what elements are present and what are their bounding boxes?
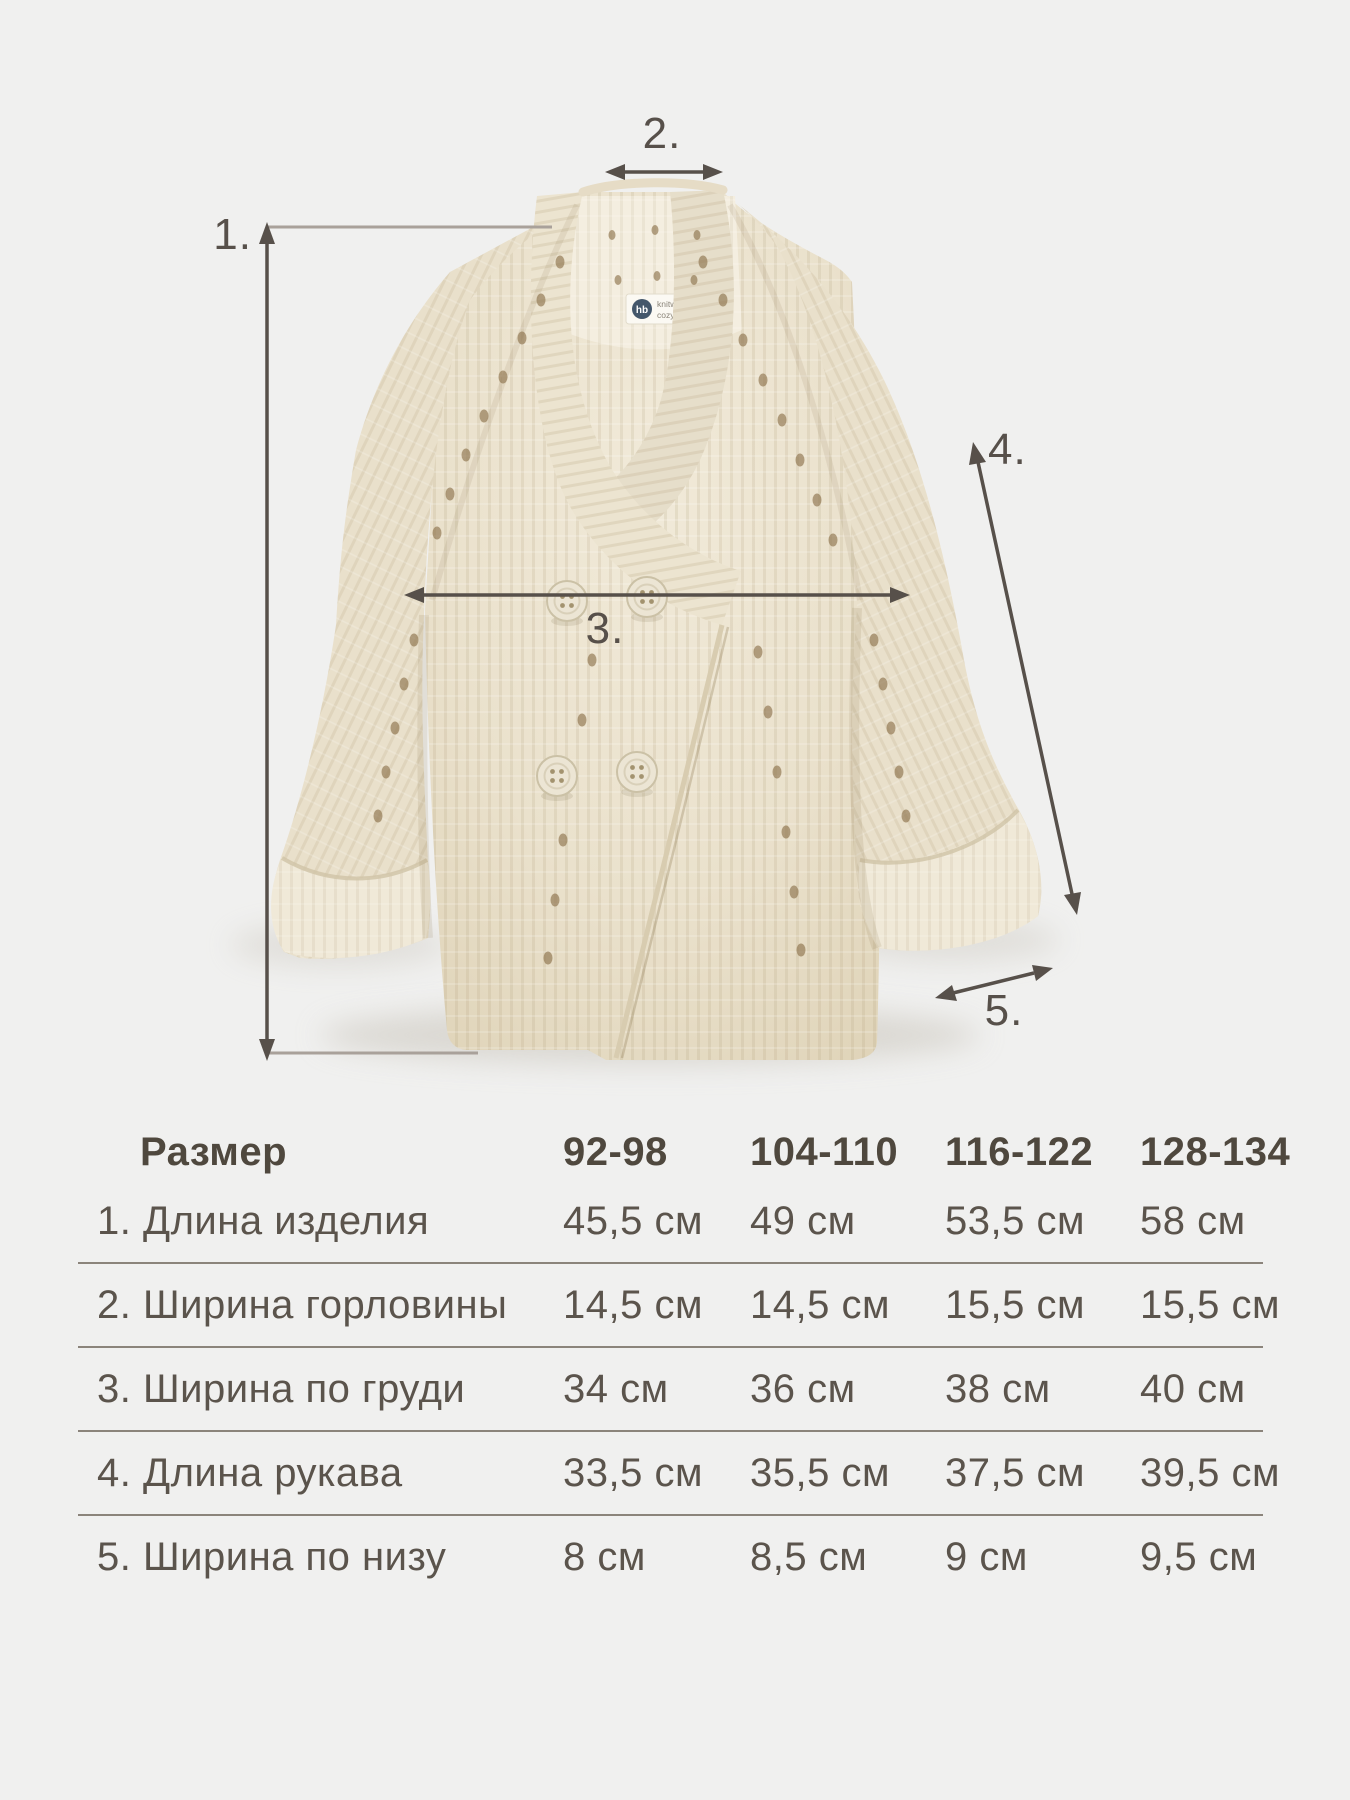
cell-value: 8 см [563, 1534, 646, 1579]
size-table: Размер 92-98 104-110 116-122 128-134 1. … [78, 1124, 1291, 1598]
cell-value: 40 см [1140, 1366, 1246, 1411]
product-measurement-diagram: hb knitwear cozy line 104 110 [213, 109, 1081, 1065]
measure-arrow-bottom-width [935, 965, 1053, 1001]
guide-lines [267, 225, 552, 1055]
cell-value: 37,5 см [945, 1450, 1085, 1495]
cell-value: 58 см [1140, 1198, 1246, 1243]
tag-line1: knitwear [657, 299, 689, 309]
measurement-arrows [259, 164, 1081, 1061]
row-label: 5. Ширина по низу [97, 1534, 447, 1579]
buttons [536, 576, 668, 801]
table-row-length: 1. Длина изделия 45,5 см 49 см 53,5 см 5… [78, 1180, 1263, 1262]
row-label: 4. Длина рукава [97, 1450, 403, 1495]
brand-logo-icon [632, 299, 652, 319]
measure-label-5: 5. [984, 986, 1024, 1035]
measure-arrow-neck-width [605, 164, 723, 180]
cell-value: 35,5 см [750, 1450, 890, 1495]
cell-value: 38 см [945, 1366, 1051, 1411]
table-header-row: Размер 92-98 104-110 116-122 128-134 [78, 1124, 1291, 1180]
table-row-bottom-width: 5. Ширина по низу 8 см 8,5 см 9 см 9,5 с… [78, 1514, 1263, 1598]
button [536, 755, 578, 801]
column-header-104-110: 104-110 [750, 1129, 899, 1174]
row-label: 2. Ширина горловины [97, 1282, 508, 1327]
cell-value: 8,5 см [750, 1534, 868, 1579]
cell-value: 36 см [750, 1366, 856, 1411]
cell-value: 15,5 см [1140, 1282, 1280, 1327]
measure-arrow-length [259, 222, 275, 1061]
table-row-sleeve-length: 4. Длина рукава 33,5 см 35,5 см 37,5 см … [78, 1430, 1280, 1514]
right-sleeve [723, 193, 1042, 951]
cell-value: 53,5 см [945, 1198, 1085, 1243]
cell-value: 45,5 см [563, 1198, 703, 1243]
cell-value: 14,5 см [750, 1282, 890, 1327]
cell-value: 15,5 см [945, 1282, 1085, 1327]
table-row-chest-width: 3. Ширина по груди 34 см 36 см 38 см 40 … [78, 1346, 1263, 1430]
cardigan-image: hb knitwear cozy line 104 110 [230, 178, 1060, 1065]
arrows [259, 164, 1081, 1061]
measure-arrow-chest-width [404, 587, 910, 603]
row-label: 1. Длина изделия [97, 1198, 430, 1243]
column-header-128-134: 128-134 [1140, 1129, 1291, 1174]
cell-value: 9 см [945, 1534, 1028, 1579]
button [616, 751, 658, 797]
cell-value: 33,5 см [563, 1450, 703, 1495]
measure-label-2: 2. [642, 109, 682, 158]
cardigan-body [425, 192, 880, 1060]
measure-arrow-sleeve-length [969, 442, 1081, 915]
left-sleeve [271, 200, 583, 959]
row-label: 3. Ширина по груди [97, 1366, 466, 1411]
cell-value: 39,5 см [1140, 1450, 1280, 1495]
column-header-92-98: 92-98 [563, 1129, 668, 1174]
tag-logo-text: hb [636, 305, 648, 316]
cell-value: 34 см [563, 1366, 669, 1411]
measure-label-4: 4. [988, 425, 1027, 474]
measure-label-1: 1. [213, 210, 252, 259]
cell-value: 14,5 см [563, 1282, 703, 1327]
table-row-neck-width: 2. Ширина горловины 14,5 см 14,5 см 15,5… [78, 1262, 1280, 1346]
shawl-collar [530, 178, 741, 625]
eyelet-holes [373, 225, 911, 965]
right-raglan-seam [727, 203, 863, 601]
measure-label-3: 3. [585, 604, 625, 653]
column-header-116-122: 116-122 [945, 1129, 1094, 1174]
front-opening-edge [613, 624, 730, 1059]
cell-value: 49 см [750, 1198, 856, 1243]
cell-value: 9,5 см [1140, 1534, 1258, 1579]
column-header-size: Размер [140, 1129, 288, 1174]
